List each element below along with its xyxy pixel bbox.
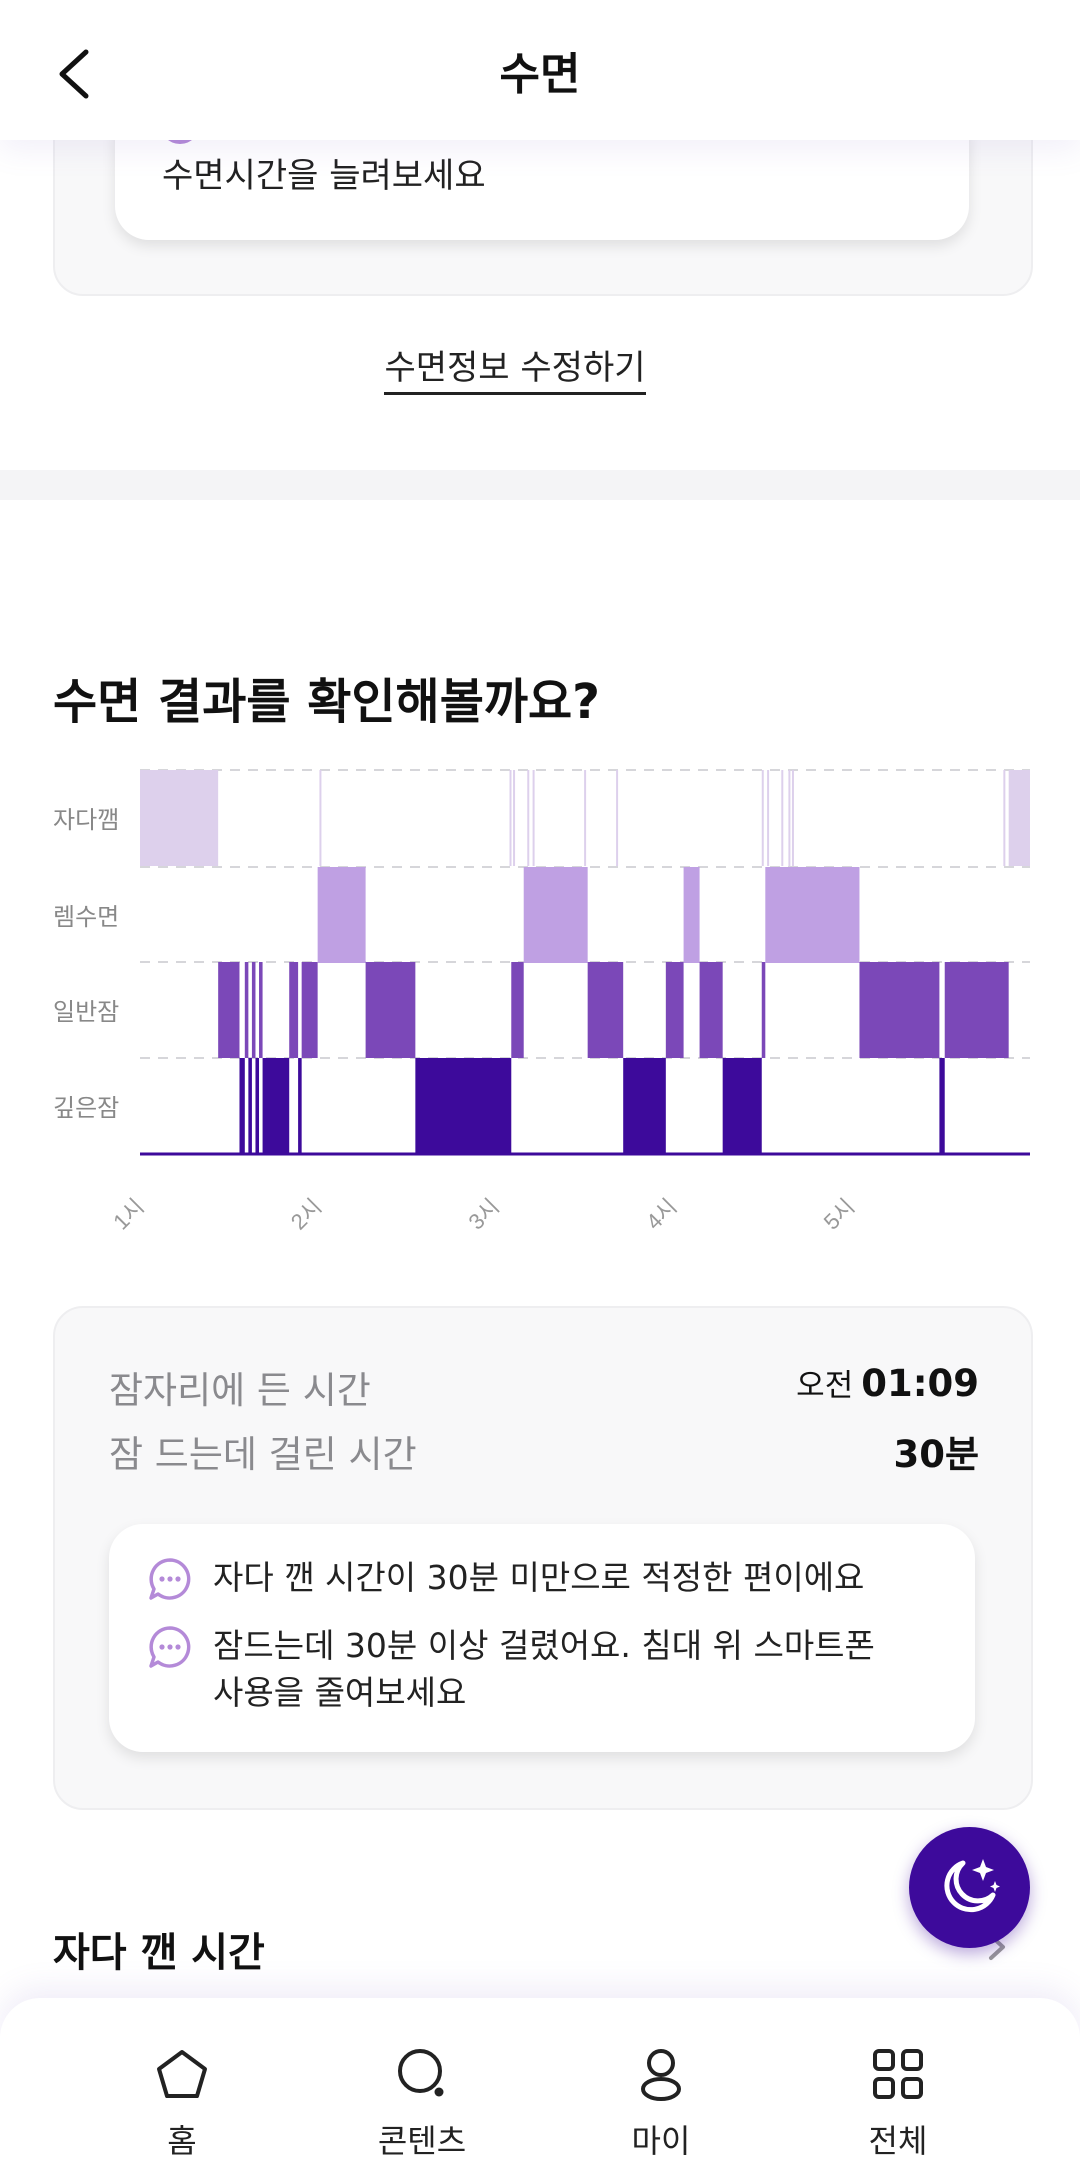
sleep-segment bbox=[1008, 770, 1030, 866]
nav-contents[interactable]: 콘텐츠 bbox=[342, 2046, 502, 2162]
sleep-result-title: 수면 결과를 확인해볼까요? bbox=[53, 674, 601, 730]
sleep-segment bbox=[722, 1058, 762, 1154]
previous-tip-text: 수면시간을 늘려보세요 bbox=[162, 156, 486, 196]
tips-box: 자다 깬 시간이 30분 미만으로 적정한 편이에요 잠드는데 30분 이상 걸… bbox=[109, 1524, 975, 1752]
chat-bubble-icon bbox=[149, 1626, 191, 1668]
search-icon bbox=[398, 2049, 444, 2097]
sleep-segment bbox=[939, 1058, 945, 1154]
stage-label: 일반잠 bbox=[53, 999, 119, 1026]
awake-tick bbox=[761, 770, 764, 866]
sleep-segment bbox=[665, 962, 684, 1058]
x-tick-label: 2시 bbox=[286, 1194, 327, 1235]
awake-tick bbox=[767, 770, 770, 866]
section-divider bbox=[0, 470, 1080, 500]
sleep-segment bbox=[218, 962, 240, 1058]
sleep-segment bbox=[623, 1058, 666, 1154]
sleep-segment bbox=[859, 962, 940, 1058]
moon-stars-icon bbox=[944, 1859, 1000, 1913]
awake-tick bbox=[616, 770, 619, 866]
sleep-segment bbox=[244, 962, 249, 1058]
sleep-segment bbox=[255, 1058, 260, 1154]
edit-sleep-info-link[interactable]: 수면정보 수정하기 bbox=[0, 340, 1030, 395]
sleep-segment bbox=[761, 962, 766, 1058]
nav-all[interactable]: 전체 bbox=[818, 2046, 978, 2162]
nav-contents-label: 콘텐츠 bbox=[377, 2122, 467, 2160]
stage-label: 깊은잠 bbox=[53, 1095, 119, 1122]
sleep-segment bbox=[587, 962, 624, 1058]
sleep-segment bbox=[523, 867, 588, 963]
wake-time-title: 자다 깬 시간 bbox=[53, 1930, 265, 1976]
chat-bubble-icon bbox=[149, 1558, 191, 1600]
tip-item: 잠드는데 30분 이상 걸렸어요. 침대 위 스마트폰 사용을 줄여보세요 bbox=[147, 1622, 893, 1716]
sleep-segment bbox=[944, 962, 1009, 1058]
page-title: 수면 bbox=[499, 49, 581, 100]
sleep-segment bbox=[683, 867, 700, 963]
sleep-segment bbox=[511, 962, 524, 1058]
home-icon bbox=[157, 2050, 207, 2098]
nav-my[interactable]: 마이 bbox=[581, 2046, 741, 2162]
awake-tick bbox=[788, 770, 791, 866]
sleep-summary-card: 잠자리에 든 시간 오전 01:09 잠 드는데 걸린 시간 30분 자다 깬 시… bbox=[53, 1306, 1033, 1810]
bedtime-time: 01:09 bbox=[861, 1362, 979, 1405]
latency-value: 30분 bbox=[893, 1433, 979, 1476]
sleep-mode-fab[interactable] bbox=[909, 1827, 1030, 1948]
person-icon bbox=[641, 2049, 681, 2101]
sleep-segment bbox=[765, 867, 860, 963]
sleep-segment bbox=[262, 1058, 290, 1154]
sleep-segment bbox=[251, 962, 256, 1058]
sleep-segment bbox=[298, 1058, 302, 1154]
x-tick-label: 5시 bbox=[819, 1194, 860, 1235]
sleep-segment bbox=[239, 1058, 245, 1154]
awake-tick bbox=[509, 770, 512, 866]
nav-my-label: 마이 bbox=[631, 2122, 691, 2160]
awake-tick bbox=[513, 770, 516, 866]
latency-label: 잠 드는데 걸린 시간 bbox=[109, 1433, 417, 1476]
awake-tick bbox=[1003, 770, 1006, 866]
awake-tick bbox=[532, 770, 535, 866]
stage-label: 렘수면 bbox=[53, 904, 119, 931]
awake-tick bbox=[781, 770, 784, 866]
sleep-segment bbox=[289, 962, 299, 1058]
nav-home-label: 홈 bbox=[167, 2122, 197, 2160]
awake-tick bbox=[527, 770, 530, 866]
tip-item: 자다 깬 시간이 30분 미만으로 적정한 편이에요 bbox=[147, 1554, 893, 1602]
sleep-segment bbox=[317, 867, 366, 963]
x-tick-label: 1시 bbox=[108, 1194, 149, 1235]
awake-tick bbox=[1012, 770, 1015, 866]
bedtime-ampm: 오전 bbox=[796, 1368, 854, 1404]
chat-tip-icon bbox=[160, 128, 200, 144]
x-tick-label: 4시 bbox=[641, 1194, 682, 1235]
bottom-navigation: 홈 콘텐츠 마이 전체 bbox=[0, 1998, 1080, 2182]
nav-all-label: 전체 bbox=[868, 2122, 928, 2160]
grid-icon bbox=[873, 2049, 923, 2099]
awake-tick bbox=[791, 770, 794, 866]
sleep-segment bbox=[259, 962, 263, 1058]
awake-tick bbox=[319, 770, 322, 866]
back-arrow-icon[interactable] bbox=[52, 44, 102, 104]
nav-home[interactable]: 홈 bbox=[102, 2046, 262, 2162]
awake-tick bbox=[584, 770, 587, 866]
stage-label: 자다깸 bbox=[53, 807, 119, 834]
sleep-segment bbox=[365, 962, 416, 1058]
tip-text: 자다 깬 시간이 30분 미만으로 적정한 편이에요 bbox=[213, 1558, 865, 1597]
x-tick-label: 3시 bbox=[464, 1194, 505, 1235]
bedtime-value: 오전 01:09 bbox=[796, 1360, 979, 1405]
sleep-segment bbox=[699, 962, 723, 1058]
tip-text: 잠드는데 30분 이상 걸렸어요. 침대 위 스마트폰 사용을 줄여보세요 bbox=[213, 1626, 875, 1712]
sleep-segment bbox=[140, 770, 219, 866]
top-app-bar: 수면 bbox=[0, 0, 1080, 140]
sleep-segment bbox=[301, 962, 318, 1058]
bedtime-label: 잠자리에 든 시간 bbox=[109, 1369, 371, 1412]
sleep-segment bbox=[248, 1058, 252, 1154]
sleep-segment bbox=[415, 1058, 512, 1154]
